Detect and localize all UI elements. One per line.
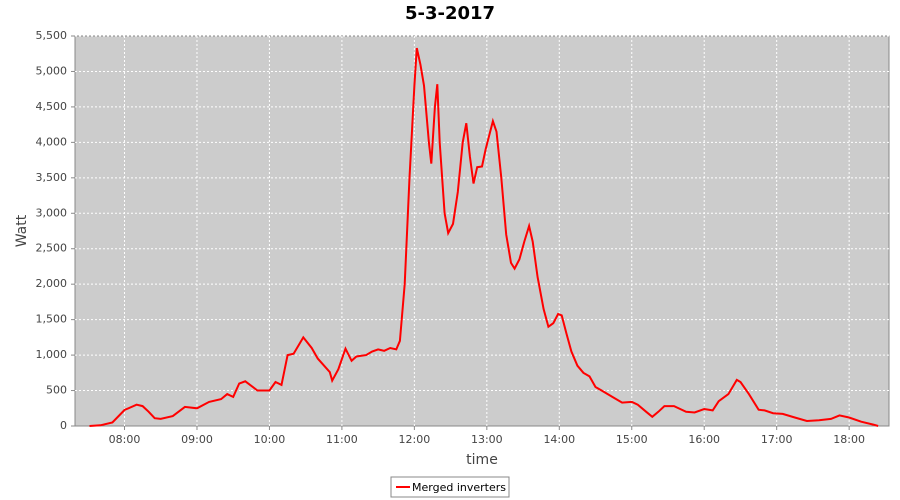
x-axis-label: time — [466, 452, 498, 468]
y-tick-label: 1,500 — [36, 313, 68, 326]
y-tick-label: 0 — [60, 419, 67, 432]
x-tick-label: 15:00 — [616, 433, 648, 446]
chart-title: 5-3-2017 — [405, 3, 495, 24]
y-tick-label: 2,500 — [36, 242, 68, 255]
x-tick-label: 11:00 — [326, 433, 358, 446]
x-tick-label: 08:00 — [109, 433, 141, 446]
x-tick-label: 16:00 — [688, 433, 720, 446]
y-axis-label: Watt — [14, 214, 30, 247]
x-tick-label: 14:00 — [543, 433, 575, 446]
x-tick-label: 12:00 — [399, 433, 431, 446]
y-tick-label: 3,500 — [36, 171, 68, 184]
x-tick-label: 17:00 — [761, 433, 793, 446]
y-tick-label: 4,000 — [36, 135, 68, 148]
y-tick-label: 500 — [46, 384, 67, 397]
x-tick-label: 18:00 — [833, 433, 865, 446]
x-tick-label: 13:00 — [471, 433, 503, 446]
legend-label: Merged inverters — [412, 481, 506, 494]
legend: Merged inverters — [390, 476, 510, 498]
y-tick-label: 5,000 — [36, 64, 68, 77]
y-tick-label: 3,000 — [36, 206, 68, 219]
x-tick-label: 09:00 — [181, 433, 213, 446]
legend-box — [390, 476, 510, 498]
y-tick-label: 5,500 — [36, 29, 68, 42]
line — [89, 47, 879, 427]
plot-area — [74, 35, 890, 427]
y-tick-label: 2,000 — [36, 277, 68, 290]
y-tick-label: 4,500 — [36, 100, 68, 113]
x-tick-label: 10:00 — [254, 433, 286, 446]
y-tick-label: 1,000 — [36, 348, 68, 361]
